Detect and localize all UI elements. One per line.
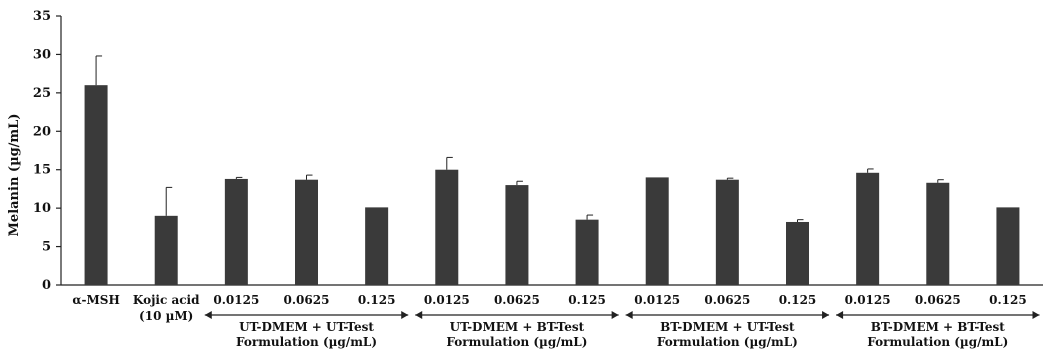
arrow-head-left xyxy=(836,311,844,319)
bar xyxy=(856,172,880,285)
category-label: 0.0625 xyxy=(284,293,330,307)
bar xyxy=(435,169,459,285)
category-label: 0.0125 xyxy=(634,293,680,307)
category-label: 0.0625 xyxy=(494,293,540,307)
y-tick-label: 25 xyxy=(33,86,51,101)
arrow-head-right xyxy=(401,311,409,319)
category-label: 0.0125 xyxy=(845,293,891,307)
bar xyxy=(996,207,1020,285)
y-tick-label: 0 xyxy=(42,278,51,293)
arrow-head-right xyxy=(611,311,619,319)
arrow-head-left xyxy=(204,311,212,319)
bar xyxy=(505,185,529,285)
category-label: α-MSH xyxy=(72,293,120,307)
arrow-head-right xyxy=(1032,311,1040,319)
bar xyxy=(365,207,389,285)
category-label: 0.125 xyxy=(358,293,396,307)
bar xyxy=(575,219,599,285)
group-label: BT-DMEM + UT-Test Formulation (µg/mL) xyxy=(657,320,798,349)
category-label: 0.125 xyxy=(779,293,817,307)
arrow-head-left xyxy=(415,311,423,319)
y-tick-label: 35 xyxy=(33,9,51,24)
group-label: UT-DMEM + BT-Test Formulation (µg/mL) xyxy=(446,320,587,349)
arrow-head-left xyxy=(625,311,633,319)
category-label: 0.0125 xyxy=(213,293,259,307)
y-tick-label: 15 xyxy=(33,163,51,178)
group-label: UT-DMEM + UT-Test Formulation (µg/mL) xyxy=(236,320,377,349)
arrow-head-right xyxy=(822,311,830,319)
category-labels: α-MSH Kojic acid (10 µM) 0.0125 0.0625 0.125 0… xyxy=(72,293,1026,323)
group-labels: UT-DMEM + UT-Test Formulation (µg/mL) UT-D… xyxy=(204,311,1040,349)
bar xyxy=(926,182,950,285)
bar xyxy=(224,178,248,285)
y-axis: 0 5 10 15 20 25 30 35 xyxy=(33,9,62,293)
bar xyxy=(786,221,809,285)
category-label: 0.0625 xyxy=(704,293,750,307)
y-tick-label: 30 xyxy=(33,47,51,62)
bar xyxy=(645,177,669,285)
bar xyxy=(84,85,108,286)
category-label: Kojic acid (10 µM) xyxy=(133,293,200,323)
y-tick-label: 5 xyxy=(42,240,51,255)
y-tick-label: 10 xyxy=(33,201,51,216)
bars xyxy=(84,55,1020,286)
group-label: BT-DMEM + BT-Test Formulation (µg/mL) xyxy=(867,320,1008,349)
bar xyxy=(154,215,178,285)
category-label: 0.125 xyxy=(989,293,1027,307)
category-label: 0.0625 xyxy=(915,293,961,307)
category-label: 0.0125 xyxy=(424,293,470,307)
y-tick-label: 20 xyxy=(33,124,51,139)
y-axis-label: Melanin (µg/mL) xyxy=(7,114,22,237)
bar xyxy=(715,179,739,285)
bar xyxy=(295,179,318,285)
category-label: 0.125 xyxy=(568,293,606,307)
